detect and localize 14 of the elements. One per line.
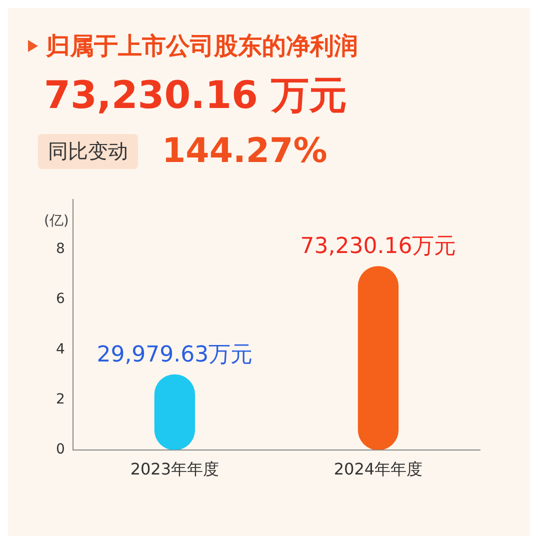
annotation: 73,230.16万元 [300,234,456,260]
chart-subtitle: 73,230.16 万元 [43,72,348,119]
chart-title: 归属于上市公司股东的净利润 [46,31,358,62]
text: 同比变动 [38,134,138,168]
y-axis-title: (亿) [44,213,69,230]
y-tick-label: 2 [56,391,65,408]
y-tick-label: 0 [56,441,65,458]
annotation: 29,979.63万元 [96,342,253,368]
y-tick-label: 8 [56,241,65,258]
x-tick-label: 2024年年度 [334,460,423,479]
text: 144.27% [162,131,328,171]
x-tick-label: 2023年年度 [130,460,220,479]
y-tick-label: 6 [56,291,65,308]
y-tick-label: 4 [56,341,65,358]
